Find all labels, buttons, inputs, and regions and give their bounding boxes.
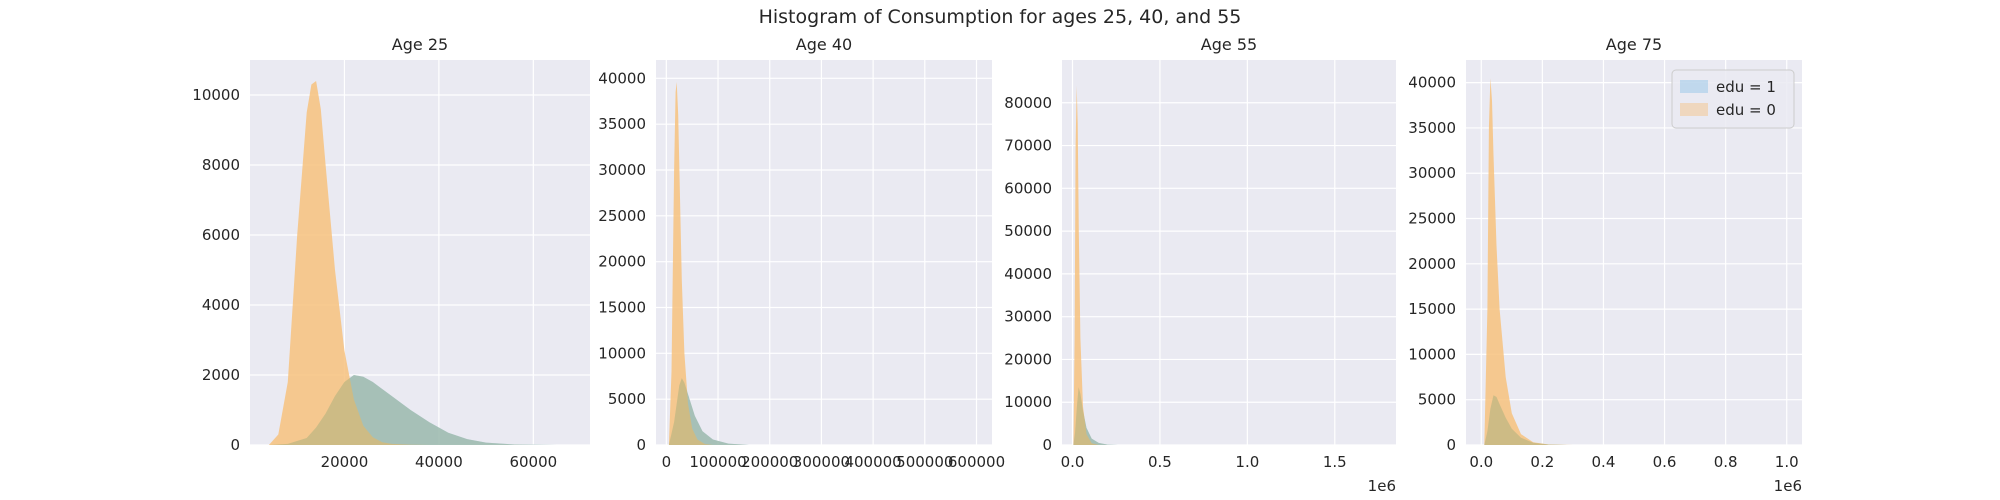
x-tick-label: 200000 <box>741 453 798 471</box>
y-tick-label: 30000 <box>1408 164 1456 182</box>
figure-title: Histogram of Consumption for ages 25, 40… <box>758 6 1242 28</box>
panel-4: 0.0 0.2 0.4 0.6 0.8 1.0 0 5000 10000 15000 20000 25… <box>1408 35 1802 495</box>
x-tick-label: 1.0 <box>1775 453 1799 471</box>
histogram-area-edu0 <box>1073 85 1099 445</box>
y-tick-label: 10000 <box>598 344 646 362</box>
y-tick-label: 10000 <box>192 86 240 104</box>
histogram-overlap-edu1 <box>1073 387 1118 445</box>
x-tick-label: 0.2 <box>1530 453 1554 471</box>
x-tick-label: 0.4 <box>1592 453 1616 471</box>
y-tick-label: 10000 <box>1408 345 1456 363</box>
histogram-overlap-edu1 <box>268 375 581 445</box>
x-tick-label: 1.0 <box>1235 453 1259 471</box>
subplot-title: Age 40 <box>796 35 852 54</box>
subplot-title: Age 25 <box>392 35 448 54</box>
y-tick-label: 8000 <box>202 156 240 174</box>
legend-swatch-edu0 <box>1680 103 1708 116</box>
y-tick-label: 15000 <box>598 299 646 317</box>
y-tick-label: 40000 <box>1408 74 1456 92</box>
plot-area <box>656 60 992 445</box>
y-tick-label: 0 <box>1446 436 1456 454</box>
x-tick-label: 1.5 <box>1323 453 1347 471</box>
y-tick-label: 35000 <box>598 115 646 133</box>
y-tick-label: 35000 <box>1408 119 1456 137</box>
plot-area <box>1062 60 1396 445</box>
x-tick-label: 0.0 <box>1469 453 1493 471</box>
y-tick-label: 15000 <box>1408 300 1456 318</box>
x-tick-label: 300000 <box>793 453 850 471</box>
x-offset-text: 1e6 <box>1368 477 1396 495</box>
y-tick-label: 50000 <box>1004 222 1052 240</box>
x-tick-label: 0.6 <box>1653 453 1677 471</box>
y-tick-label: 10000 <box>1004 393 1052 411</box>
subplot-title: Age 75 <box>1606 35 1662 54</box>
y-tick-label: 20000 <box>1004 350 1052 368</box>
legend-box <box>1671 69 1795 129</box>
x-tick-label: 0.0 <box>1061 453 1085 471</box>
y-tick-label: 30000 <box>598 161 646 179</box>
y-tick-label: 25000 <box>598 207 646 225</box>
x-offset-text: 1e6 <box>1774 477 1802 495</box>
subplot-title: Age 55 <box>1201 35 1257 54</box>
x-tick-label: 0.8 <box>1714 453 1738 471</box>
y-tick-label: 5000 <box>608 390 646 408</box>
y-tick-label: 6000 <box>202 226 240 244</box>
y-tick-label: 20000 <box>1408 255 1456 273</box>
legend-swatch-edu1 <box>1680 80 1708 93</box>
y-tick-label: 40000 <box>598 69 646 87</box>
y-tick-label: 0 <box>1042 436 1052 454</box>
histogram-area-edu0 <box>668 82 713 445</box>
y-tick-label: 30000 <box>1004 308 1052 326</box>
legend-label-edu0: edu = 0 <box>1716 101 1776 119</box>
panel-3: 0.0 0.5 1.0 1.5 0 10000 20000 30000 40000 50000 60… <box>1004 35 1396 495</box>
y-tick-label: 0 <box>230 436 240 454</box>
y-tick-label: 4000 <box>202 296 240 314</box>
histogram-overlap-edu1 <box>1484 395 1567 445</box>
x-tick-label: 600000 <box>948 453 1005 471</box>
histogram-area-edu0 <box>1484 78 1573 445</box>
y-tick-label: 60000 <box>1004 179 1052 197</box>
y-tick-label: 0 <box>636 436 646 454</box>
x-tick-label: 60000 <box>509 453 557 471</box>
x-tick-label: 40000 <box>415 453 463 471</box>
x-tick-label: 500000 <box>896 453 953 471</box>
y-tick-label: 70000 <box>1004 137 1052 155</box>
y-tick-label: 5000 <box>1418 391 1456 409</box>
x-tick-label: 0 <box>662 453 672 471</box>
legend: edu = 1 edu = 0 <box>1671 69 1795 129</box>
panel-1: 20000 40000 60000 0 2000 4000 6000 8000 10000 Age… <box>192 35 590 471</box>
x-tick-label: 100000 <box>689 453 746 471</box>
x-tick-label: 0.5 <box>1148 453 1172 471</box>
x-tick-label: 20000 <box>321 453 369 471</box>
y-tick-label: 2000 <box>202 366 240 384</box>
y-tick-label: 80000 <box>1004 94 1052 112</box>
legend-label-edu1: edu = 1 <box>1716 78 1776 96</box>
y-tick-label: 25000 <box>1408 210 1456 228</box>
histogram-area-edu0 <box>268 81 430 445</box>
x-tick-label: 400000 <box>844 453 901 471</box>
histogram-overlap-edu1 <box>668 378 749 445</box>
y-tick-label: 40000 <box>1004 265 1052 283</box>
y-tick-label: 20000 <box>598 253 646 271</box>
